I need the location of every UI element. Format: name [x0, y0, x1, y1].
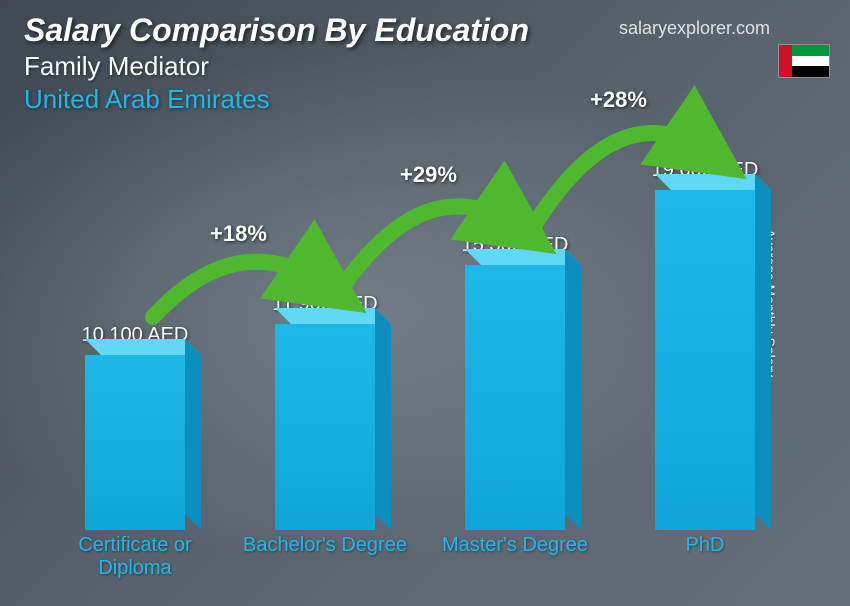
bar-label: Bachelor's Degree	[241, 534, 408, 588]
bar-0: 10,100 AED	[51, 324, 218, 530]
country-name: United Arab Emirates	[24, 84, 826, 115]
bar-shape	[275, 324, 375, 530]
bar-label: Certificate or Diploma	[51, 534, 218, 588]
bar-3: 19,600 AED	[621, 159, 788, 530]
watermark: salaryexplorer.com	[619, 18, 770, 39]
bar-chart: 10,100 AED11,900 AED15,300 AED19,600 AED…	[40, 135, 800, 588]
bar-2: 15,300 AED	[431, 234, 598, 530]
bar-label: Master's Degree	[431, 534, 598, 588]
bar-shape	[85, 355, 185, 530]
job-subtitle: Family Mediator	[24, 51, 826, 82]
bars-area: 10,100 AED11,900 AED15,300 AED19,600 AED	[40, 135, 800, 530]
chart-container: Salary Comparison By Education Family Me…	[0, 0, 850, 606]
flag-icon	[778, 44, 830, 78]
bar-1: 11,900 AED	[241, 293, 408, 530]
bar-shape	[655, 190, 755, 530]
bar-shape	[465, 265, 565, 530]
labels-area: Certificate or Diploma Bachelor's Degree M…	[40, 534, 800, 588]
bar-label: PhD	[621, 534, 788, 588]
